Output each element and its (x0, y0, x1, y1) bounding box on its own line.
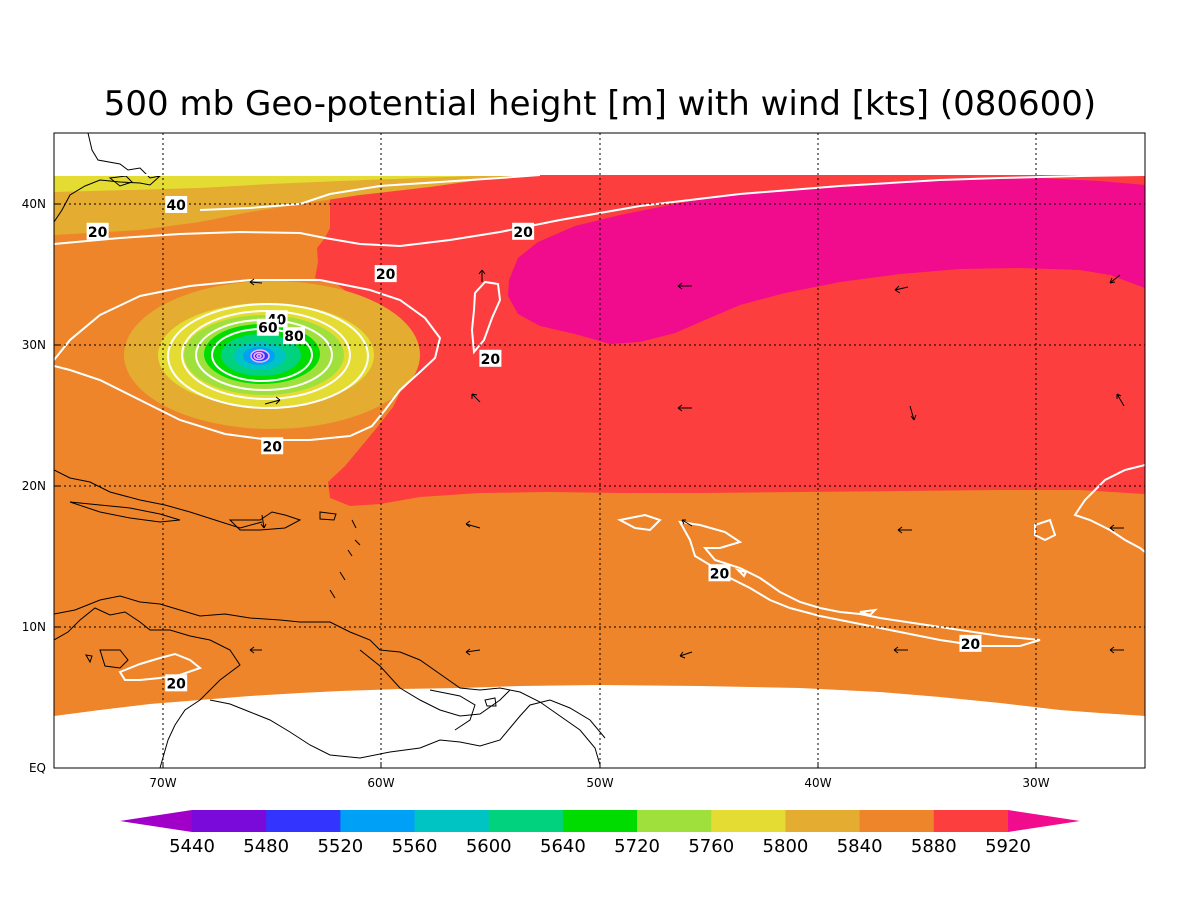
colorbar-swatch (562, 810, 638, 832)
contour-label: 20 (86, 222, 109, 241)
x-tick-label: 50W (586, 776, 613, 790)
contour-label: 60 (256, 318, 279, 337)
colorbar-label: 5760 (688, 836, 734, 857)
svg-text:80: 80 (284, 329, 304, 345)
contour-label: 20 (479, 349, 502, 368)
colorbar-label: 5560 (392, 836, 438, 857)
colorbar: 5440 5480 5520 5560 5600 5640 5720 5760 5800 5840… (120, 810, 1080, 857)
contour-label: 20 (374, 265, 397, 283)
y-tick-label: 20N (22, 479, 46, 493)
wind-vectors (249, 269, 1125, 659)
contour-label: 20 (165, 674, 188, 692)
colorbar-swatch (414, 810, 490, 832)
colorbar-swatch (711, 810, 786, 832)
height-over-5920-band (508, 178, 1145, 344)
colorbar-swatch (266, 810, 341, 832)
height-5800-band-north (54, 175, 500, 192)
colorbar-label: 5520 (317, 836, 363, 857)
plot-area: 40202020406080202020202020 (54, 133, 1145, 768)
contour-label: 20 (261, 437, 284, 455)
y-tick-label: EQ (29, 761, 46, 775)
colorbar-swatch (785, 810, 861, 832)
colorbar-label: 5920 (985, 836, 1031, 857)
colorbar-swatch (340, 810, 416, 832)
colorbar-label: 5720 (614, 836, 660, 857)
y-tick-label: 30N (22, 338, 46, 352)
colorbar-label: 5880 (911, 836, 957, 857)
colorbar-swatch (859, 810, 935, 832)
svg-text:20: 20 (262, 439, 282, 455)
colorbar-label: 5600 (466, 836, 512, 857)
y-axis-labels: EQ 10N 20N 30N 40N (22, 197, 46, 775)
svg-text:20: 20 (481, 352, 501, 368)
contour-label: 80 (283, 327, 306, 345)
svg-text:20: 20 (376, 267, 396, 283)
svg-text:60: 60 (258, 321, 278, 337)
x-axis-labels: 70W 60W 50W 40W 30W (149, 776, 1049, 790)
colorbar-swatch (488, 810, 564, 832)
contour-label: 20 (708, 564, 731, 582)
x-tick-label: 30W (1022, 776, 1049, 790)
svg-text:20: 20 (513, 225, 533, 241)
x-tick-label: 60W (367, 776, 394, 790)
contour-label: 20 (959, 634, 982, 653)
colorbar-label: 5640 (540, 836, 586, 857)
contour-label: 20 (512, 222, 535, 241)
colorbar-label: 5840 (837, 836, 883, 857)
colorbar-label: 5480 (243, 836, 289, 857)
colorbar-swatch (192, 810, 267, 832)
coastlines (54, 133, 606, 768)
axis-tick-marks (54, 203, 1037, 769)
wind-contours (54, 174, 1145, 681)
map-title: 500 mb Geo-potential height [m] with win… (104, 84, 1096, 124)
grid-lines (54, 133, 1145, 768)
svg-text:20: 20 (961, 637, 981, 653)
svg-text:20: 20 (710, 566, 730, 582)
contour-label: 40 (165, 195, 188, 214)
cyclone-center-contours (250, 349, 270, 363)
colorbar-label: 5440 (169, 836, 215, 857)
colorbar-swatch (933, 810, 1009, 832)
contour-labels: 40202020406080202020202020 (86, 195, 982, 692)
svg-text:20: 20 (88, 225, 108, 241)
colorbar-label: 5800 (763, 836, 809, 857)
x-tick-label: 70W (149, 776, 176, 790)
colorbar-upper-extension (1008, 810, 1080, 832)
y-tick-label: 40N (22, 197, 46, 211)
svg-text:40: 40 (166, 198, 186, 214)
y-tick-label: 10N (22, 620, 46, 634)
x-tick-label: 40W (804, 776, 831, 790)
svg-text:20: 20 (166, 676, 186, 692)
colorbar-lower-extension (120, 810, 192, 832)
colorbar-swatch (637, 810, 712, 832)
